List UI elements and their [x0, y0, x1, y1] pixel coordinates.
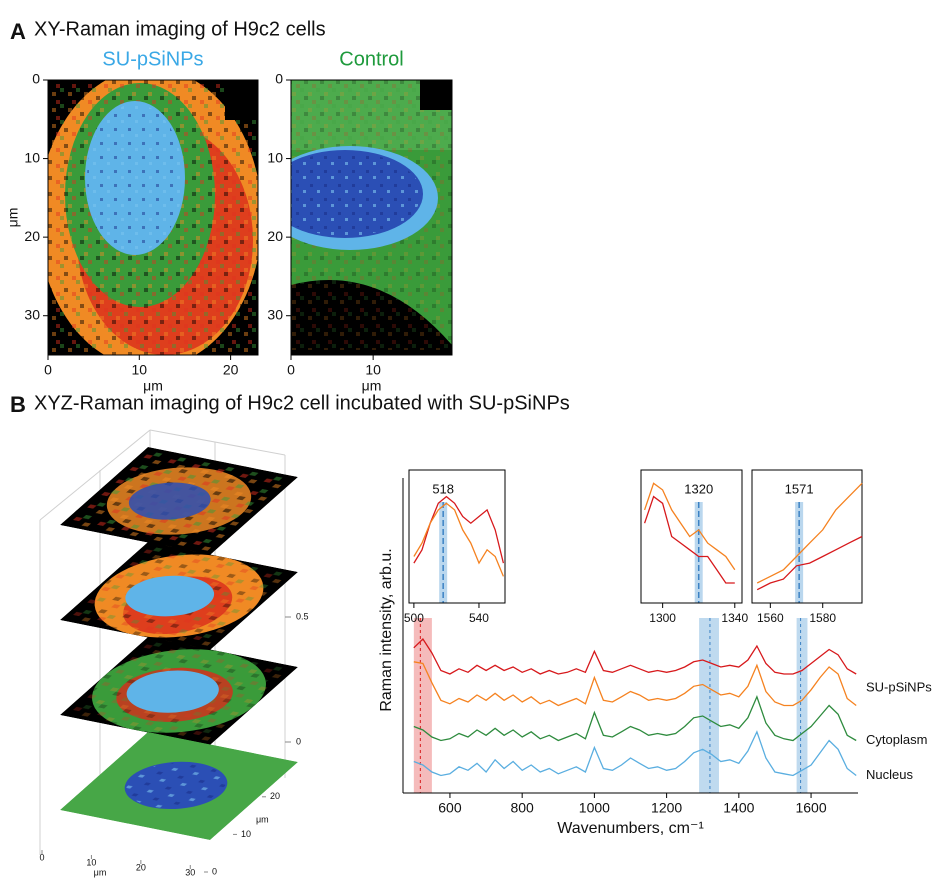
box-edge [39, 429, 151, 521]
plot-frame [640, 469, 743, 604]
spectrum-line [413, 637, 857, 675]
plot-title: SU-pSiNPs [102, 48, 203, 70]
x-axis-label: Wavenumbers, cm⁻¹ [557, 820, 704, 837]
panel-label: B [10, 392, 26, 417]
plot-frame [408, 469, 506, 604]
x-tick-label: 1000 [579, 800, 610, 816]
y-tick-label: 0 [32, 71, 40, 87]
x-tick-label: 600 [438, 800, 462, 816]
x-tick-label: 1580 [809, 611, 836, 625]
x-tick-label: 0 [44, 362, 52, 378]
x-tick-label: 540 [469, 611, 489, 625]
x-tick-label: 1300 [649, 611, 676, 625]
slice-nucleus [128, 482, 211, 520]
map-background [420, 80, 452, 110]
slice [60, 637, 298, 746]
y-tick-label: 10 [241, 829, 251, 839]
z-tick-label: 0.5 [296, 611, 309, 621]
x-tick-label: 800 [510, 800, 534, 816]
x-tick-label: 1560 [757, 611, 784, 625]
x-axis-label: μm [362, 378, 382, 394]
spectrum-line [413, 694, 857, 742]
x-tick-label: 1340 [721, 611, 748, 625]
map-texture [291, 152, 421, 236]
x-tick-label: 10 [132, 362, 148, 378]
raman-map [291, 80, 452, 355]
y-tick-label: 30 [267, 306, 283, 322]
y-tick-label: 0 [212, 866, 217, 876]
panel-label: A [10, 19, 26, 44]
y-tick-label: 10 [267, 149, 283, 165]
x-tick-label: 1600 [795, 800, 826, 816]
y-tick-label: 20 [24, 228, 40, 244]
slice-nucleus [125, 575, 215, 617]
slice-texture [126, 762, 226, 809]
series-label: Nucleus [866, 767, 913, 782]
highlight-band [413, 618, 432, 793]
spectrum-line [413, 730, 857, 777]
spectrum-line [413, 661, 857, 707]
y-tick-label: 0 [275, 71, 283, 87]
panel-heading: XY-Raman imaging of H9c2 cells [34, 18, 326, 40]
slice [60, 732, 298, 841]
spectrum-line [643, 495, 735, 584]
x-tick-label: 1400 [723, 800, 754, 816]
map-texture [87, 104, 183, 252]
y-axis-label: μm [256, 814, 269, 824]
highlight-band [796, 618, 808, 793]
x-tick-label: 0 [287, 362, 295, 378]
marker-label: 1320 [684, 481, 713, 496]
marker-label: 1571 [785, 481, 814, 496]
spectrum-line [756, 535, 863, 591]
slice-stack [60, 447, 298, 841]
x-tick-label: 10 [365, 362, 381, 378]
x-tick-label: 30 [185, 867, 195, 877]
y-tick-label: 30 [24, 306, 40, 322]
series-label: SU-pSiNPs [866, 679, 932, 694]
x-tick-label: 20 [223, 362, 239, 378]
map-background [225, 80, 258, 120]
y-axis-label: μm [5, 208, 21, 228]
x-tick-label: 20 [136, 862, 146, 872]
spectrum-line [756, 482, 863, 584]
spectrum-line [643, 482, 736, 571]
box-edge [149, 429, 286, 456]
x-axis-label: μm [94, 867, 107, 877]
marker-label: 518 [432, 481, 454, 496]
x-tick-label: 0 [39, 852, 44, 862]
panel-heading: XYZ-Raman imaging of H9c2 cell incubated… [34, 392, 570, 414]
slice [60, 447, 298, 556]
y-axis-label: Raman intensity, arb.u. [378, 548, 395, 711]
series-label: Cytoplasm [866, 732, 927, 747]
x-tick-label: 10 [86, 857, 96, 867]
slice-nucleus [126, 670, 219, 713]
plot-title: Control [339, 48, 403, 70]
x-tick-label: 500 [404, 611, 424, 625]
y-tick-label: 20 [267, 228, 283, 244]
raman-map [48, 80, 258, 355]
highlight-band [699, 618, 719, 793]
plot-frame [290, 79, 453, 356]
spectrum-line [413, 502, 505, 577]
x-tick-label: 1200 [651, 800, 682, 816]
plot-frame [47, 79, 259, 356]
z-tick-label: 0 [296, 736, 301, 746]
y-tick-label: 20 [270, 791, 280, 801]
y-tick-label: 10 [24, 149, 40, 165]
slice [60, 542, 298, 651]
x-axis-label: μm [143, 378, 163, 394]
